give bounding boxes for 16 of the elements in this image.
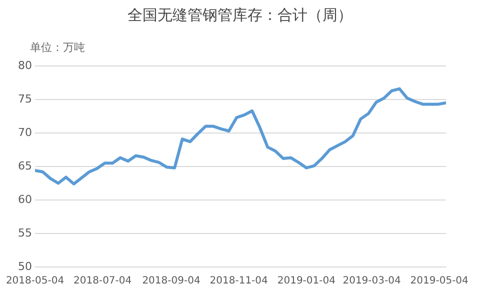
y-tick-label: 55	[18, 226, 32, 240]
x-tick-label: 2018-11-04	[210, 276, 268, 287]
chart-title: 全国无缝管钢管库存：合计（周）	[126, 6, 354, 25]
y-tick-label: 75	[18, 92, 32, 106]
x-tick-label: 2018-07-04	[74, 276, 132, 287]
y-tick-label: 80	[18, 58, 32, 72]
x-tick-label: 2018-09-04	[142, 276, 200, 287]
y-tick-label: 70	[18, 126, 32, 139]
y-axis-title: 单位：万吨	[30, 40, 85, 55]
x-tick-label: 2019-01-04	[277, 276, 336, 287]
x-tick-label: 2018-05-04	[6, 276, 64, 287]
x-tick-label: 2019-05-04	[410, 276, 468, 287]
x-tick-label: 2019-03-04	[342, 276, 401, 287]
y-tick-label: 65	[18, 159, 32, 172]
y-tick-label: 50	[18, 260, 32, 273]
y-tick-label: 60	[18, 192, 32, 206]
